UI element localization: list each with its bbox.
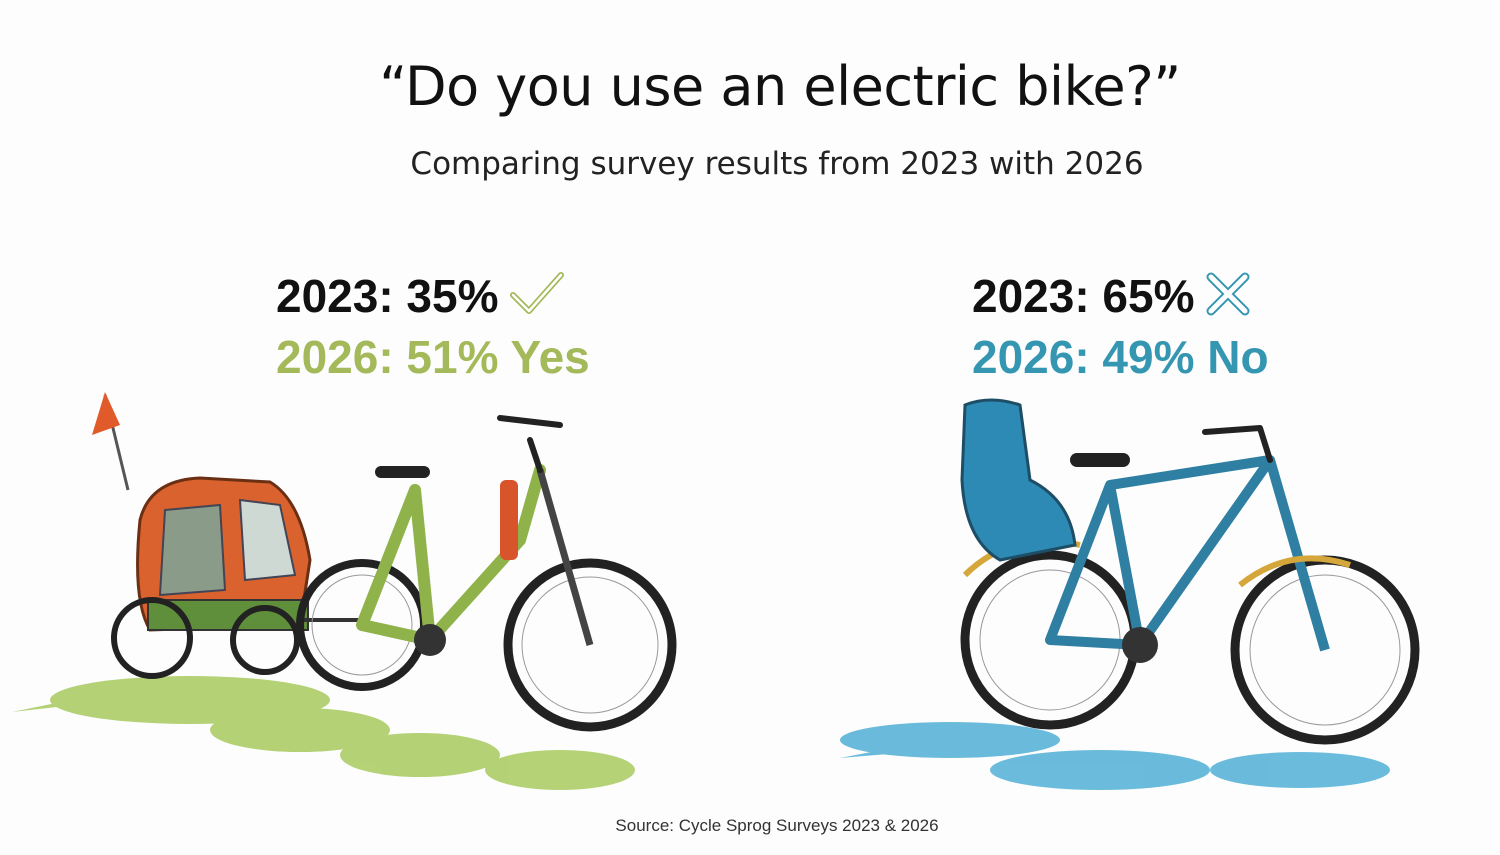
yes-2023-value: 2023: 35%	[276, 270, 499, 322]
child-seat	[960, 398, 1077, 562]
source-note: Source: Cycle Sprog Surveys 2023 & 2026	[615, 816, 939, 835]
no-2026-value: 2026: 49% No	[972, 330, 1269, 383]
x-icon	[1205, 271, 1251, 329]
blue-bike	[960, 398, 1420, 745]
page-title: “Do you use an electric bike?”	[379, 55, 1181, 118]
green-shadow	[12, 676, 635, 790]
yes-2026-value: 2026: 51% Yes	[276, 330, 590, 383]
yes-stat: 2023: 35% 2026: 51% Yes	[276, 268, 590, 385]
flag-icon	[92, 392, 120, 435]
no-stat: 2023: 65% 2026: 49% No	[972, 268, 1269, 385]
blue-shadow	[840, 722, 1390, 790]
page-subtitle: Comparing survey results from 2023 with …	[410, 146, 1144, 182]
check-icon	[509, 271, 565, 329]
green-electric-bike	[296, 415, 677, 732]
no-2023-value: 2023: 65%	[972, 270, 1195, 322]
child-trailer	[92, 392, 360, 679]
